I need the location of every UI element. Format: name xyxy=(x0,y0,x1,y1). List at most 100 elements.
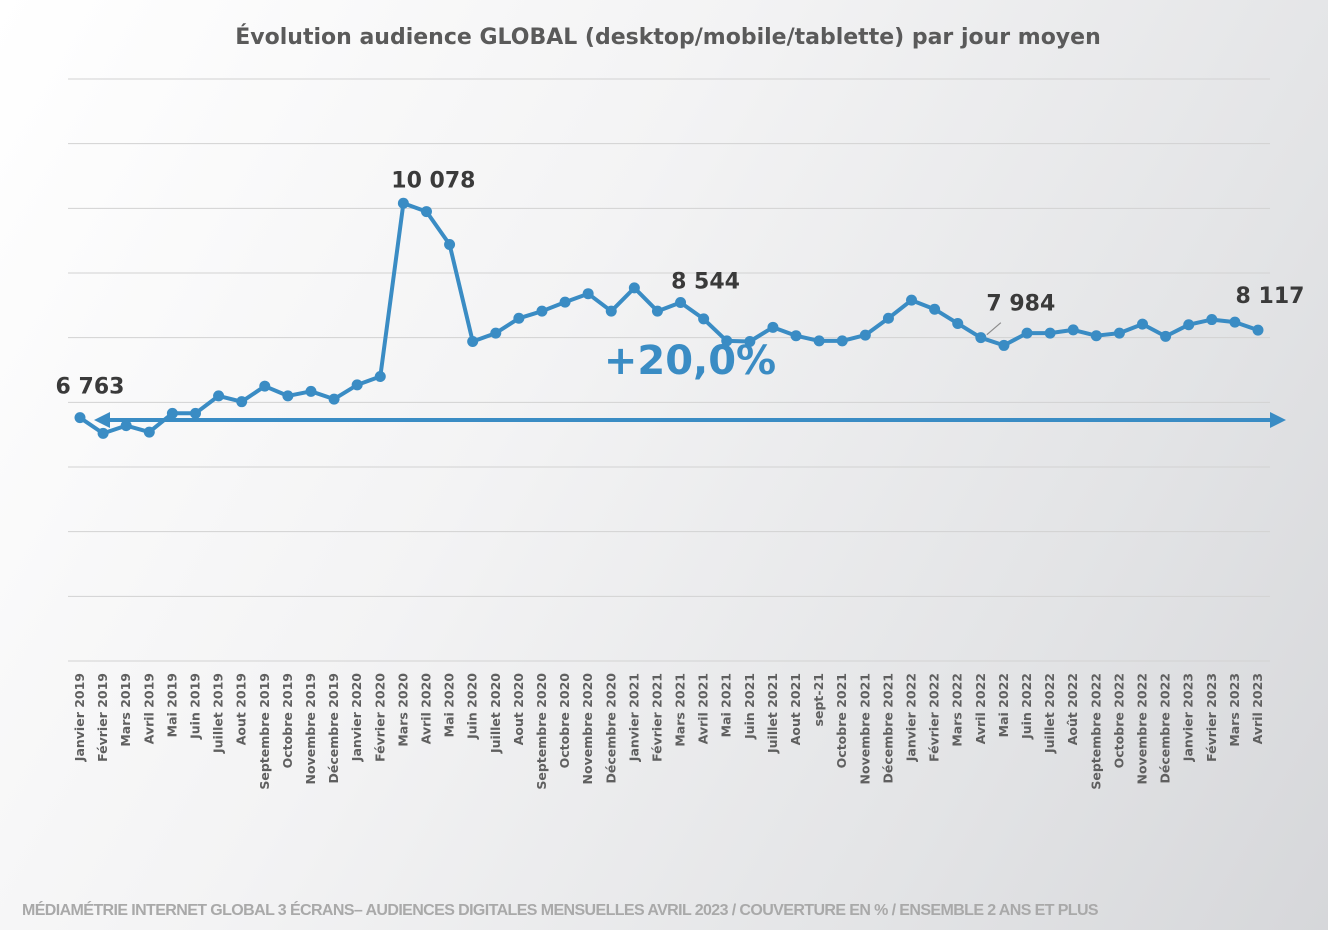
data-point xyxy=(120,420,132,432)
x-tick-label: Janvier 2021 xyxy=(626,673,641,762)
data-point xyxy=(651,305,663,317)
x-tick-label: Novembre 2022 xyxy=(1135,673,1150,784)
series-line xyxy=(78,201,1260,436)
data-point xyxy=(351,379,363,391)
x-tick-label: Avril 2022 xyxy=(973,673,988,744)
data-point xyxy=(397,197,409,209)
data-point xyxy=(1044,327,1056,339)
data-point xyxy=(328,393,340,405)
data-point xyxy=(305,385,317,397)
data-point xyxy=(1137,318,1149,330)
data-label: 6 763 xyxy=(56,375,125,400)
data-point xyxy=(213,390,225,402)
x-tick-label: Juillet 2021 xyxy=(765,673,780,754)
data-point xyxy=(490,327,502,339)
data-point xyxy=(628,282,640,294)
x-tick-label: Décembre 2020 xyxy=(603,673,618,784)
gridlines xyxy=(68,78,1270,662)
x-tick-label: Janvier 2022 xyxy=(904,673,919,762)
data-point xyxy=(1160,330,1172,342)
data-point xyxy=(513,312,525,324)
data-point xyxy=(74,412,86,424)
x-tick-label: Avril 2020 xyxy=(418,673,433,745)
x-tick-label: Mai 2022 xyxy=(996,673,1011,737)
data-point xyxy=(420,206,432,218)
x-tick-label: Mai 2021 xyxy=(719,673,734,737)
data-point xyxy=(467,336,479,348)
data-point xyxy=(166,407,178,419)
data-point xyxy=(1113,327,1125,339)
x-tick-label: Octobre 2019 xyxy=(280,673,295,768)
data-point xyxy=(97,427,109,439)
x-tick-label: Novembre 2020 xyxy=(580,673,595,785)
data-point xyxy=(836,335,848,347)
x-tick-label: Mars 2021 xyxy=(673,673,688,747)
data-point xyxy=(1067,324,1079,336)
data-label: 7 984 xyxy=(986,292,1055,317)
data-point xyxy=(1252,324,1264,336)
x-tick-label: Juin 2019 xyxy=(187,673,202,740)
data-point xyxy=(536,305,548,317)
x-tick-label: Octobre 2022 xyxy=(1111,673,1126,768)
data-point xyxy=(582,288,594,300)
data-point xyxy=(1090,330,1102,342)
data-point xyxy=(1183,319,1195,331)
x-tick-label: Mai 2019 xyxy=(164,673,179,737)
data-point xyxy=(998,339,1010,351)
data-point xyxy=(929,303,941,315)
x-tick-label: Décembre 2022 xyxy=(1158,673,1173,784)
data-point xyxy=(236,396,248,408)
x-tick-label: Novembre 2019 xyxy=(303,673,318,784)
x-tick-label: Mars 2019 xyxy=(118,673,133,747)
data-point xyxy=(189,407,201,419)
data-label: 8 117 xyxy=(1236,284,1305,309)
x-tick-label: Janvier 2020 xyxy=(349,673,364,763)
data-point xyxy=(882,312,894,324)
growth-arrow-right-head xyxy=(1270,412,1286,428)
x-tick-label: Février 2020 xyxy=(372,673,387,762)
data-point xyxy=(859,329,871,341)
x-tick-label: Aout 2021 xyxy=(788,673,803,745)
x-tick-label: Juillet 2022 xyxy=(1042,673,1057,754)
x-tick-label: Septembre 2022 xyxy=(1088,673,1103,790)
x-tick-label: Aout 2020 xyxy=(511,673,526,746)
data-point xyxy=(559,296,571,308)
x-tick-label: Septembre 2020 xyxy=(534,673,549,790)
x-tick-label: Août 2022 xyxy=(1065,673,1080,745)
x-tick-label: Janvier 2019 xyxy=(72,673,87,762)
data-point xyxy=(605,305,617,317)
data-labels: 6 763 10 078 8 544 7 984 8 117 xyxy=(56,168,1305,399)
data-point xyxy=(1206,314,1218,326)
x-tick-label: Décembre 2019 xyxy=(326,673,341,784)
data-point xyxy=(744,336,756,348)
chart-title: Évolution audience GLOBAL (desktop/mobil… xyxy=(235,24,1100,50)
data-point xyxy=(259,380,271,392)
x-tick-label: Mars 2022 xyxy=(950,673,965,747)
data-point xyxy=(767,321,779,333)
x-tick-label: Juin 2020 xyxy=(465,673,480,740)
x-tick-label: Juillet 2019 xyxy=(211,673,226,754)
x-axis-tick-labels: Janvier 2019 Février 2019 Mars 2019 Avril 2… xyxy=(72,673,1265,790)
growth-arrow-left-head xyxy=(94,412,110,428)
data-point xyxy=(906,294,918,306)
x-tick-label: Décembre 2021 xyxy=(880,673,895,784)
x-tick-label: Aout 2019 xyxy=(234,673,249,745)
data-point xyxy=(444,239,456,251)
growth-arrow xyxy=(94,412,1286,428)
source-footer: MÉDIAMÉTRIE INTERNET GLOBAL 3 ÉCRANS– AU… xyxy=(22,900,1099,919)
data-point xyxy=(721,335,733,347)
data-label: 10 078 xyxy=(391,168,475,193)
x-tick-label: sept-21 xyxy=(811,673,826,726)
data-point xyxy=(813,335,825,347)
data-point xyxy=(952,317,964,329)
x-tick-label: Février 2019 xyxy=(95,673,110,762)
x-tick-label: Avril 2021 xyxy=(696,673,711,744)
x-tick-label: Mai 2020 xyxy=(442,673,457,738)
data-point xyxy=(1021,327,1033,339)
series-line-group xyxy=(74,197,1264,439)
data-point xyxy=(698,313,710,325)
data-point xyxy=(143,426,155,438)
data-point xyxy=(374,370,386,382)
data-label-leader xyxy=(986,322,1002,336)
